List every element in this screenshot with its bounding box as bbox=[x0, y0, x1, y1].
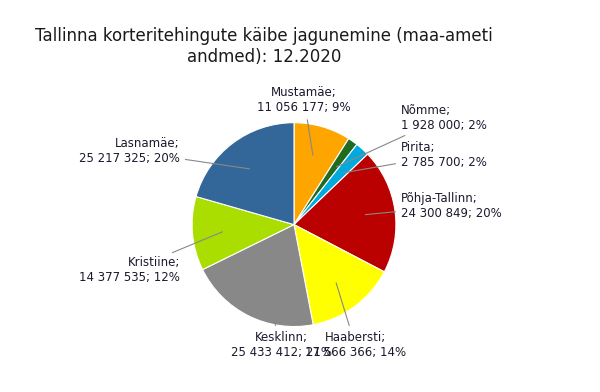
Text: Tallinna korteritehingute käibe jagunemine (maa-ameti
andmed): 12.2020: Tallinna korteritehingute käibe jagunemi… bbox=[35, 27, 493, 66]
Text: Lasnamäe;
25 217 325; 20%: Lasnamäe; 25 217 325; 20% bbox=[79, 137, 250, 169]
Text: Põhja-Tallinn;
24 300 849; 20%: Põhja-Tallinn; 24 300 849; 20% bbox=[365, 192, 502, 220]
Wedge shape bbox=[294, 139, 357, 225]
Text: Pirita;
2 785 700; 2%: Pirita; 2 785 700; 2% bbox=[343, 141, 487, 173]
Wedge shape bbox=[203, 225, 313, 327]
Text: Mustamäe;
11 056 177; 9%: Mustamäe; 11 056 177; 9% bbox=[257, 86, 351, 155]
Text: Haabersti;
17 566 366; 14%: Haabersti; 17 566 366; 14% bbox=[305, 283, 406, 359]
Wedge shape bbox=[294, 123, 349, 225]
Text: Kesklinn;
25 433 412; 21%: Kesklinn; 25 433 412; 21% bbox=[231, 289, 332, 359]
Wedge shape bbox=[294, 154, 396, 272]
Text: Nõmme;
1 928 000; 2%: Nõmme; 1 928 000; 2% bbox=[337, 103, 487, 167]
Text: Kristiine;
14 377 535; 12%: Kristiine; 14 377 535; 12% bbox=[79, 232, 223, 285]
Wedge shape bbox=[294, 144, 368, 225]
Wedge shape bbox=[196, 123, 294, 225]
Wedge shape bbox=[192, 196, 294, 270]
Wedge shape bbox=[294, 225, 385, 325]
